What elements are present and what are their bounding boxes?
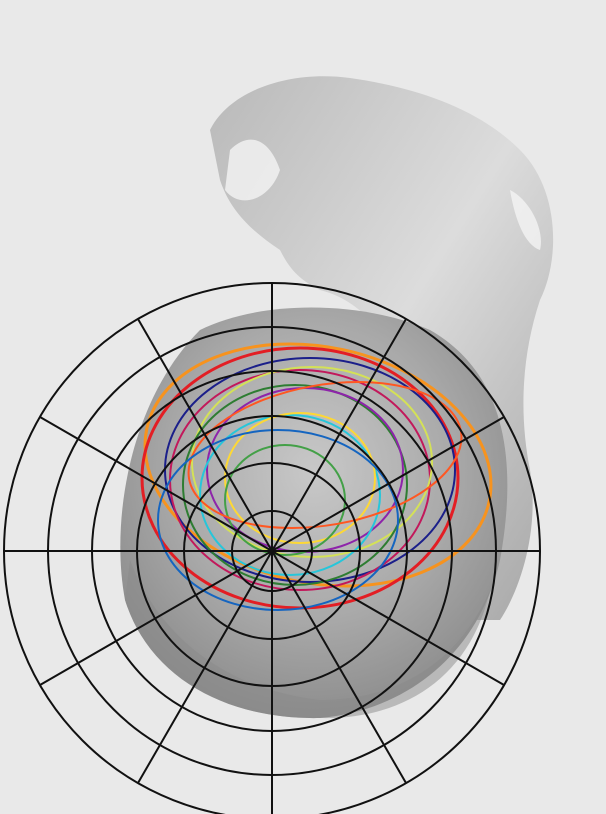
contour	[182, 384, 408, 586]
contour	[157, 429, 399, 611]
contour	[224, 444, 346, 556]
bone-head	[120, 307, 508, 719]
contour	[224, 412, 376, 544]
bone-detail	[225, 139, 541, 250]
polar-grid	[3, 282, 541, 814]
bone-shade	[125, 560, 490, 719]
contour	[199, 414, 381, 576]
grid-spoke	[137, 318, 407, 784]
